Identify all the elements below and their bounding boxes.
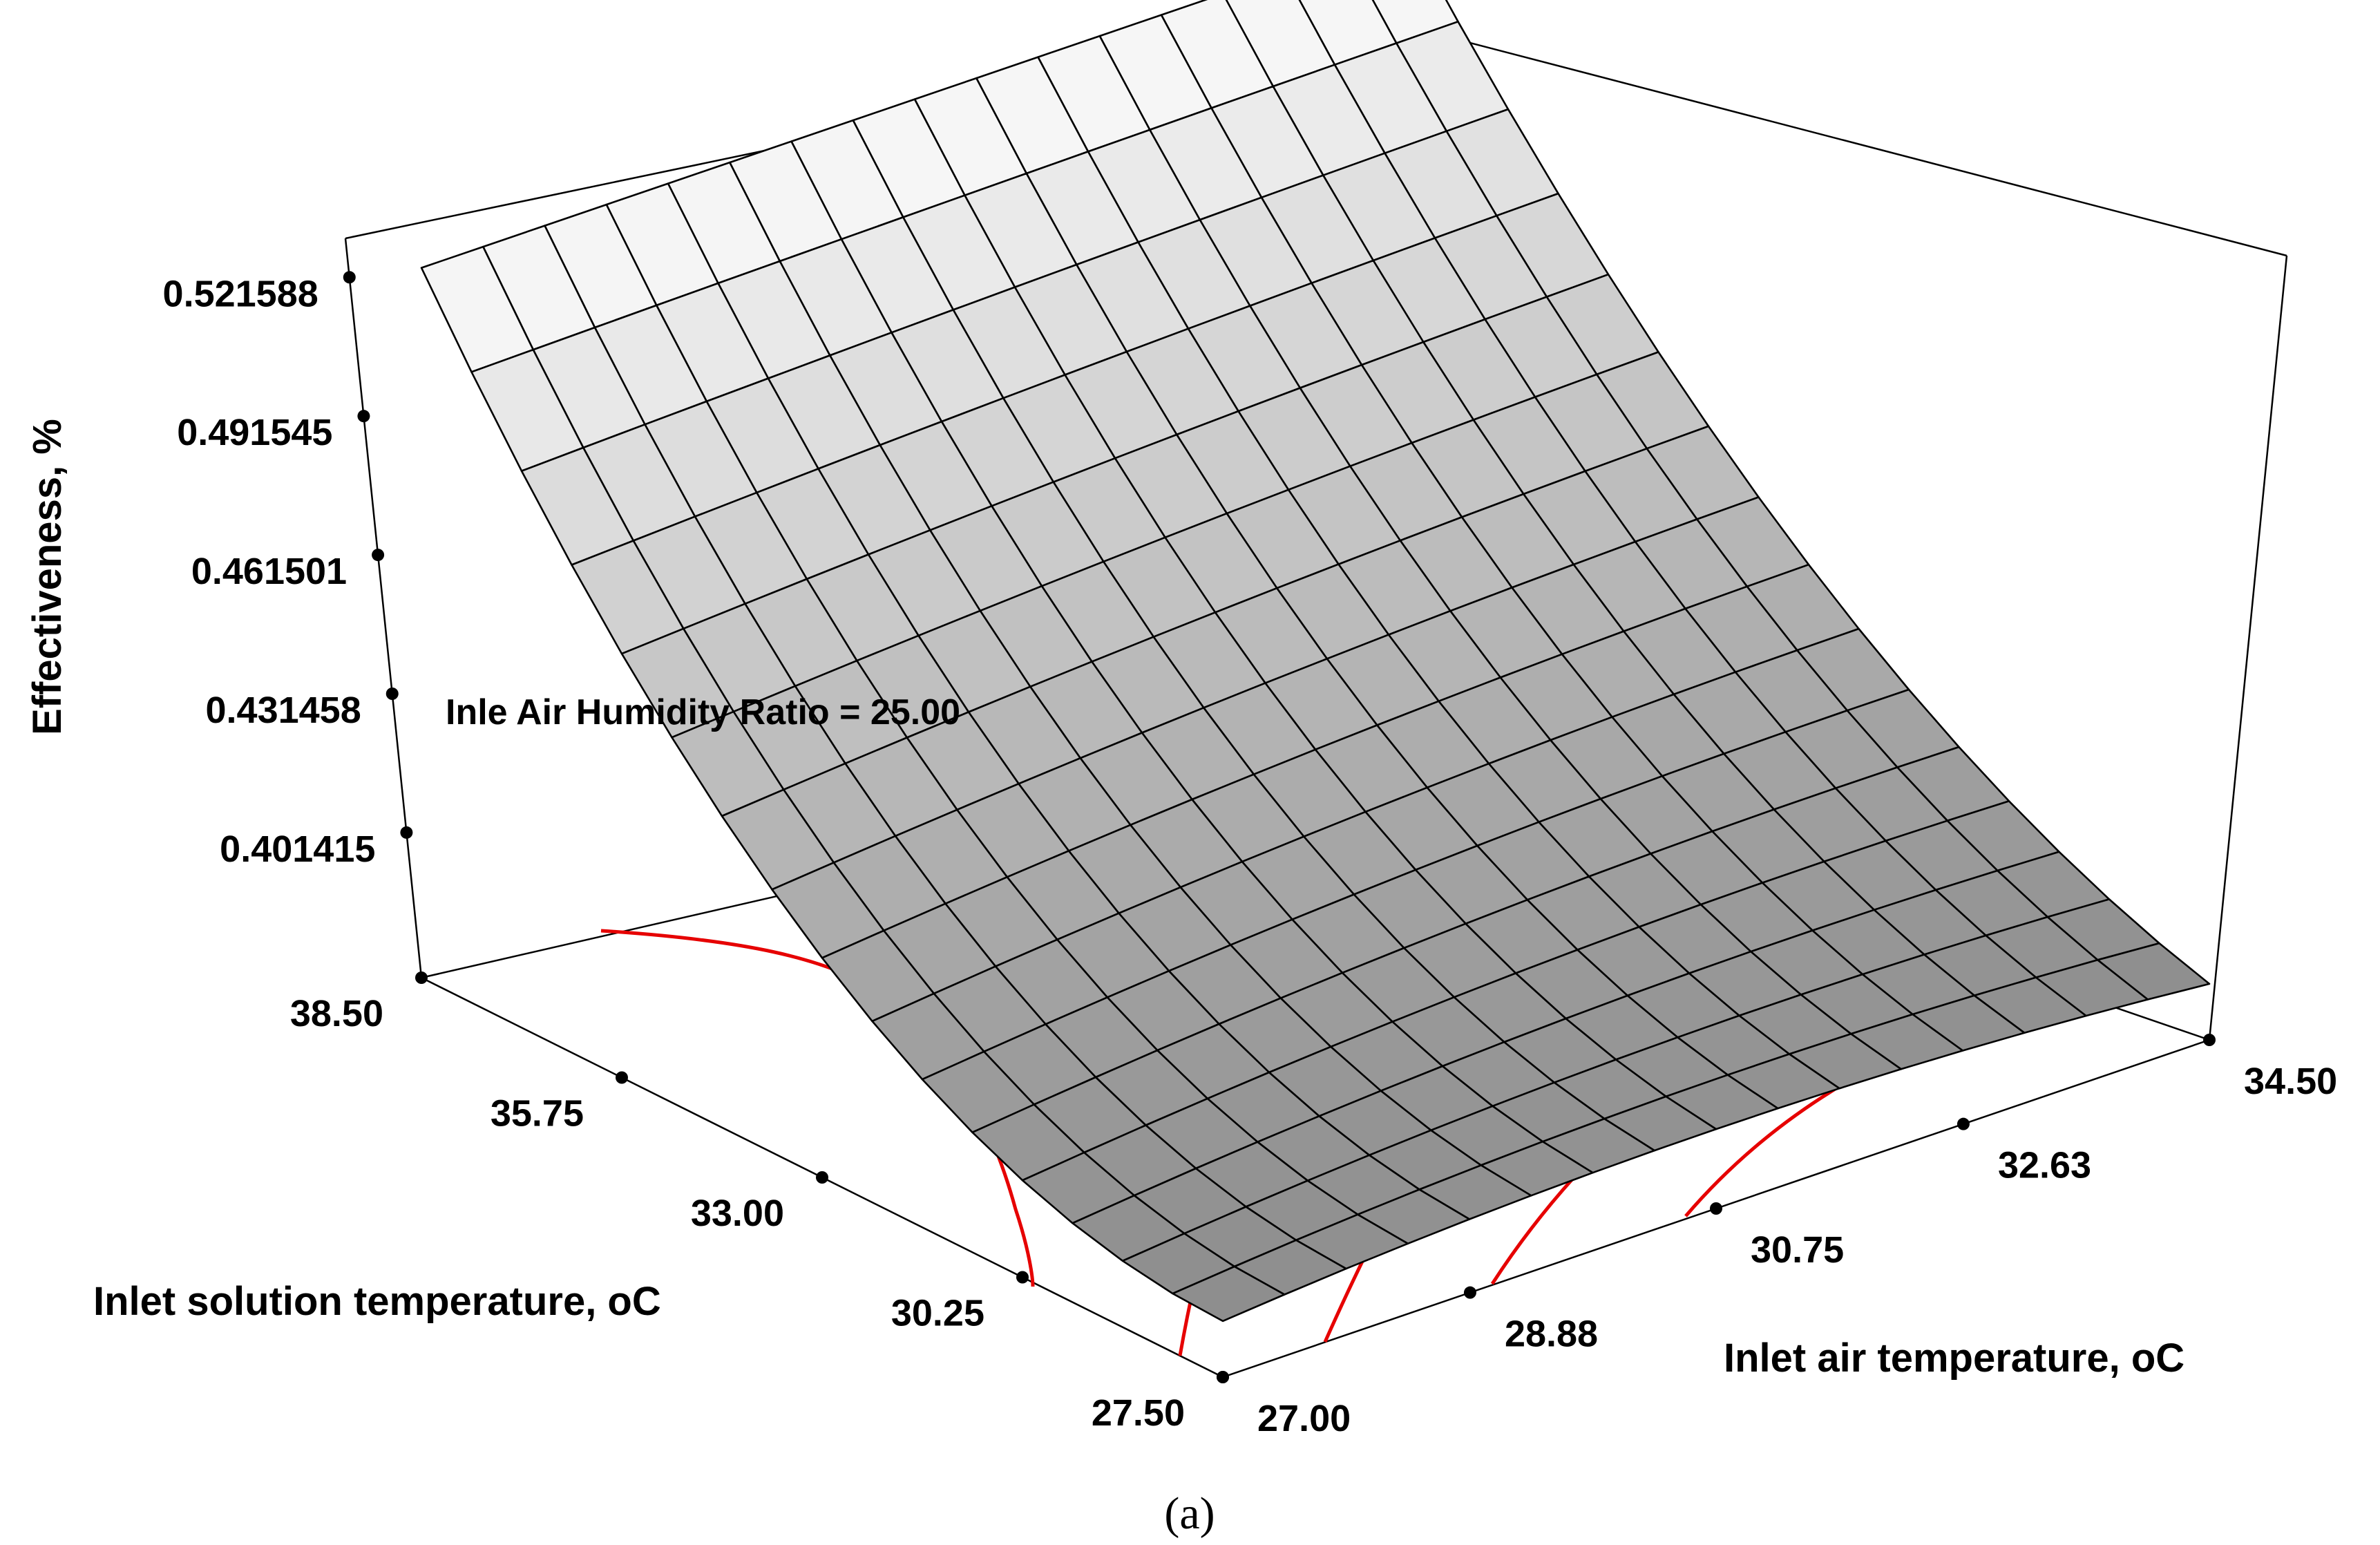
surface-cell — [1172, 1265, 1286, 1323]
frame-edge-right-vertical — [2208, 255, 2288, 1041]
solution-tick-label: 30.25 — [891, 1293, 984, 1334]
z-tick-label: 0.461501 — [191, 551, 347, 592]
air-tick-label: 34.50 — [2244, 1061, 2337, 1102]
air-axis-title: Inlet air temperature, oC — [1724, 1336, 2184, 1381]
z-tick-label: 0.431458 — [206, 690, 361, 731]
response-surface — [420, 0, 2211, 1323]
solution-tick-label: 27.50 — [1092, 1392, 1185, 1434]
z-tick-mark — [343, 271, 356, 284]
air-tick-label: 32.63 — [1998, 1145, 2091, 1186]
air-tick-mark — [1957, 1117, 1970, 1130]
solution-tick-label: 35.75 — [491, 1093, 584, 1135]
solution-tick-mark — [1016, 1271, 1029, 1284]
solution-tick-mark — [816, 1171, 828, 1184]
z-tick-mark — [372, 549, 385, 562]
solution-axis-title: Inlet solution temperature, oC — [93, 1279, 661, 1324]
air-tick-label: 30.75 — [1751, 1229, 1844, 1271]
z-axis-title: Effectiveness, % — [25, 419, 70, 735]
solution-tick-label: 33.00 — [691, 1193, 784, 1234]
air-tick-mark — [1710, 1202, 1722, 1215]
air-tick-mark — [2203, 1034, 2216, 1046]
z-tick-label: 0.521588 — [163, 273, 318, 314]
z-tick-mark — [400, 826, 413, 839]
solution-tick-mark — [415, 971, 428, 984]
z-tick-mark — [357, 410, 370, 423]
z-tick-mark — [385, 687, 399, 700]
air-tick-label: 28.88 — [1505, 1314, 1598, 1355]
frame-edge-left-vertical — [344, 238, 423, 978]
axis-ticks: 0.401415 0.431458 0.461501 0.491545 0.521588… — [163, 271, 2337, 1439]
figure-caption: (a) — [1164, 1488, 1215, 1539]
frame-edge-right-top — [1384, 19, 2287, 257]
solution-tick-label: 38.50 — [290, 993, 383, 1034]
z-tick-label: 0.491545 — [177, 412, 332, 453]
air-tick-label: 27.00 — [1257, 1398, 1351, 1439]
humidity-annotation: Inle Air Humidity Ratio = 25.00 — [446, 692, 960, 732]
air-tick-mark — [1217, 1371, 1229, 1383]
z-tick-label: 0.401415 — [220, 828, 375, 870]
air-tick-mark — [1463, 1286, 1476, 1299]
solution-tick-mark — [616, 1071, 628, 1084]
